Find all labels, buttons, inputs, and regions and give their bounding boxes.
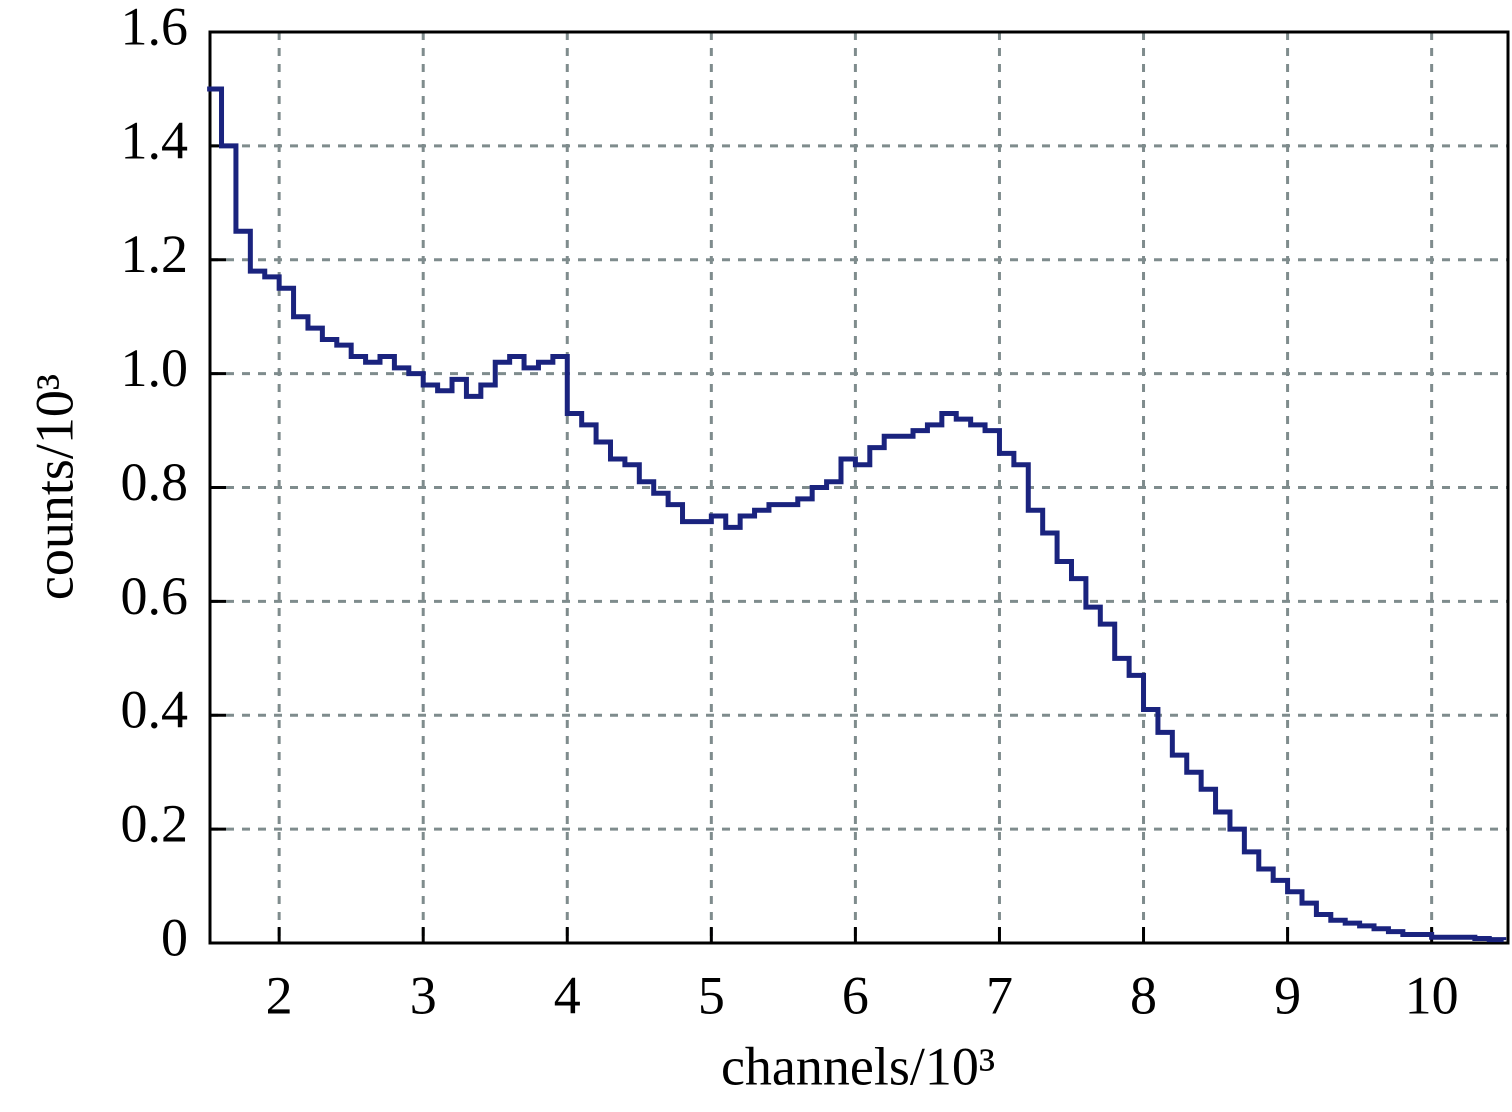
- y-tick-label: 1.2: [121, 224, 189, 284]
- x-axis-label: channels/10³: [721, 1036, 995, 1096]
- x-tick-label: 6: [842, 965, 869, 1025]
- plot-frame: [208, 30, 1510, 945]
- x-tick-label: 9: [1274, 965, 1301, 1025]
- y-tick-label: 0.6: [121, 566, 189, 626]
- x-tick-label: 7: [986, 965, 1013, 1025]
- y-tick-label: 0.2: [121, 794, 189, 854]
- x-tick-label: 2: [266, 965, 293, 1025]
- y-tick-label: 1.0: [121, 338, 189, 398]
- y-tick-label: 1.4: [121, 110, 189, 170]
- y-axis-label: counts/10³: [24, 374, 84, 600]
- x-tick-label: 8: [1130, 965, 1157, 1025]
- x-tick-label: 5: [698, 965, 725, 1025]
- y-tick-label: 1.6: [121, 0, 189, 56]
- y-tick-label: 0.4: [121, 680, 189, 740]
- x-tick-label: 3: [410, 965, 437, 1025]
- x-tick-label: 4: [554, 965, 581, 1025]
- x-tick-label: 10: [1405, 965, 1459, 1025]
- y-tick-label: 0: [161, 907, 188, 967]
- data-line: [207, 86, 1507, 943]
- y-tick-label: 0.8: [121, 452, 189, 512]
